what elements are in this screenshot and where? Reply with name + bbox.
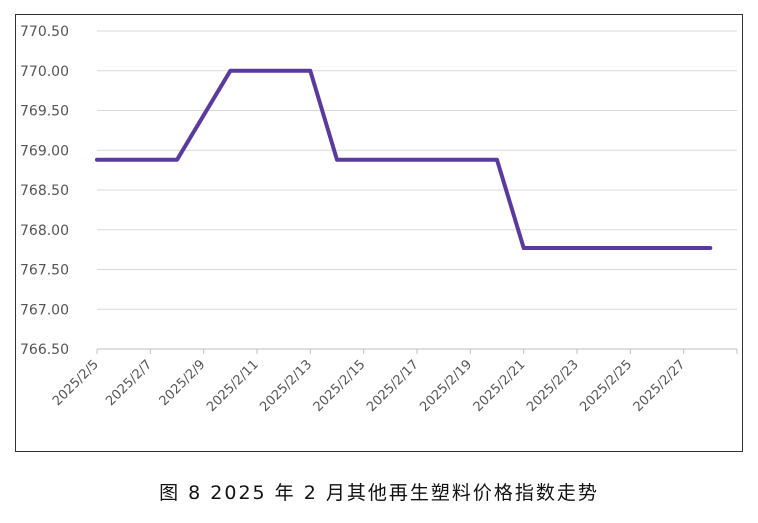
x-tick-label: 2025/2/7 [103, 357, 155, 409]
y-tick-label: 768.00 [20, 223, 69, 239]
x-tick-label: 2025/2/13 [257, 357, 315, 415]
x-tick-label: 2025/2/5 [50, 357, 102, 409]
y-tick-label: 768.50 [20, 183, 69, 199]
y-tick-label: 770.50 [20, 24, 69, 40]
x-tick-label: 2025/2/21 [471, 357, 529, 415]
x-tick-label: 2025/2/25 [577, 357, 635, 415]
x-tick-label: 2025/2/11 [204, 357, 262, 415]
line-chart: 766.50 767.00 767.50 768.00 768.50 769.00 769.… [20, 24, 738, 415]
x-tick-label: 2025/2/17 [364, 357, 422, 415]
y-tick-label: 770.00 [20, 64, 69, 80]
y-tick-label: 769.50 [20, 104, 69, 120]
x-tick-label: 2025/2/27 [631, 357, 689, 415]
y-tick-label: 766.50 [20, 342, 69, 358]
series-line [95, 68, 713, 250]
x-tick-label: 2025/2/23 [524, 357, 582, 415]
y-tick-label: 767.50 [20, 263, 69, 279]
x-tick-label: 2025/2/19 [417, 357, 475, 415]
x-tick-label: 2025/2/9 [157, 357, 209, 409]
y-tick-label: 767.00 [20, 302, 69, 318]
x-tick-label: 2025/2/15 [311, 357, 369, 415]
figure-caption: 图 8 2025 年 2 月其他再生塑料价格指数走势 [159, 482, 599, 504]
chart-frame: 766.50 767.00 767.50 768.00 768.50 769.00 769.… [15, 14, 743, 452]
y-tick-label: 769.00 [20, 143, 69, 159]
